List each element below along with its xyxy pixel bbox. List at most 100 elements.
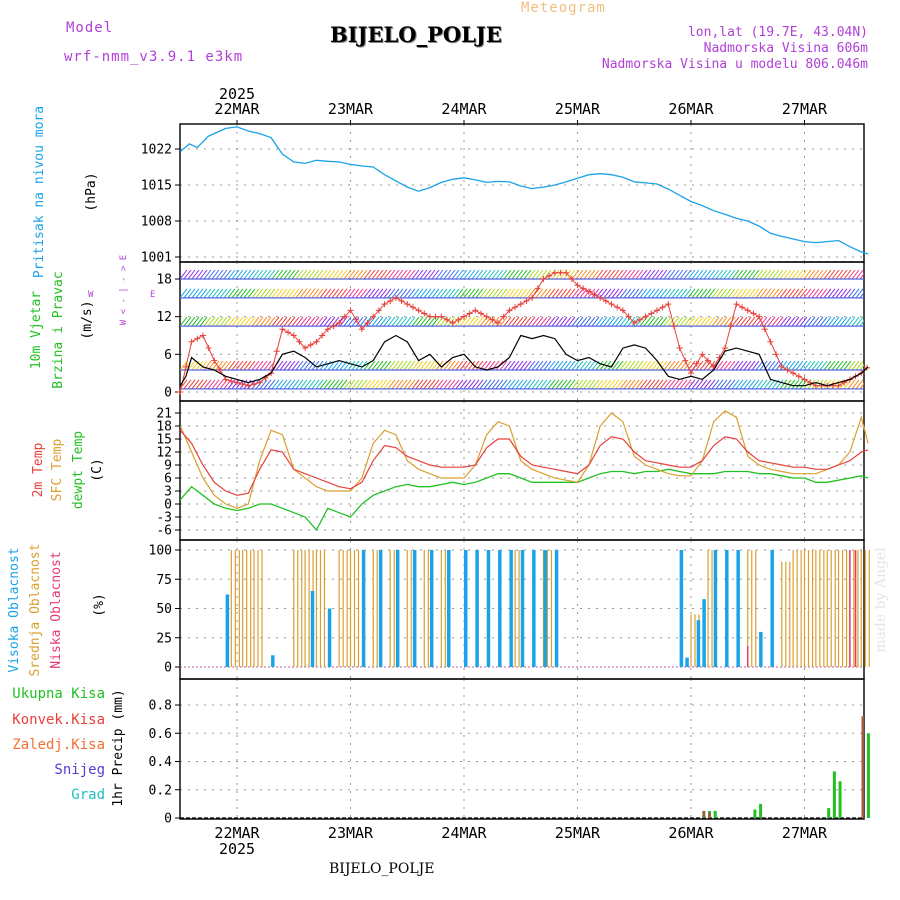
wind-barb [515, 316, 524, 327]
wind-barb [675, 316, 684, 327]
y-tick-label: 1001 [141, 251, 172, 266]
wind-barb [331, 379, 340, 390]
wind-barb [847, 379, 856, 390]
wind-barb [631, 316, 640, 327]
wind-barb [259, 360, 268, 371]
wind-barb [375, 288, 384, 299]
wind-barb [483, 269, 492, 280]
wind-barb [323, 379, 332, 390]
wind-barb [735, 316, 744, 327]
wind-barb [180, 288, 188, 299]
gust-marker [506, 307, 513, 314]
wind-barb [791, 360, 800, 371]
gust-marker [330, 323, 337, 330]
wind-barb [371, 360, 380, 371]
wind-barb [363, 379, 372, 390]
wind-barb [251, 360, 260, 371]
wind-barb [807, 288, 816, 299]
wind-barb [195, 288, 204, 299]
wind-barb [751, 269, 760, 280]
wind-barb [531, 379, 540, 390]
wind-barb [751, 316, 760, 327]
wind-barb [515, 288, 524, 299]
wind-barb [835, 269, 844, 280]
wind-barb [291, 288, 300, 299]
y-tick-label: 0.6 [149, 727, 172, 742]
wind-barb [407, 360, 416, 371]
gust-marker [194, 335, 201, 342]
gust-marker [523, 297, 530, 304]
wind-barb [835, 316, 844, 327]
wind-barb [203, 379, 212, 390]
gust-marker [381, 301, 388, 308]
wind-barb [563, 379, 572, 390]
wind-barb [567, 316, 576, 327]
wind-barb [595, 269, 604, 280]
gust-marker [642, 313, 649, 320]
wind-barb [431, 379, 440, 390]
wind-barb [783, 316, 792, 327]
high-cloud-bar [702, 599, 706, 667]
wind-barb [227, 316, 236, 327]
wind-barb [687, 269, 696, 280]
wind-barb [799, 316, 808, 327]
wind-barb [239, 316, 248, 327]
gust-marker [336, 319, 343, 326]
wind-barb [575, 288, 584, 299]
wind-barb [627, 316, 636, 327]
wind-barb [223, 288, 232, 299]
wind-barb [623, 288, 632, 299]
high-cloud-bar [327, 608, 332, 667]
gust-marker [665, 301, 672, 308]
wind-barb [327, 288, 336, 299]
wind-barb [555, 360, 564, 371]
wind-barb [663, 288, 672, 299]
wind-barb [547, 379, 556, 390]
high-cloud-bar [679, 550, 684, 667]
wind-barb [295, 288, 304, 299]
wind-barb [539, 316, 548, 327]
wind-barb [567, 269, 576, 280]
wind-barb [779, 269, 788, 280]
wind-barb [287, 379, 296, 390]
wind-barb [419, 360, 428, 371]
wind-barb [603, 288, 612, 299]
wind-barb [511, 360, 520, 371]
wind-barb [387, 379, 396, 390]
wind-barb [791, 269, 800, 280]
wind-barb [247, 316, 256, 327]
station-title: BIJELO_POLJE [330, 22, 502, 47]
wind-barb [715, 288, 724, 299]
wind-barb [267, 269, 276, 280]
wind-barb [211, 379, 220, 390]
wind-barb [519, 269, 528, 280]
wind-barb [627, 269, 636, 280]
panel-wind: 0 6 12 18 [156, 261, 865, 402]
gust-marker [398, 297, 405, 304]
wind-barb [823, 316, 832, 327]
gust-marker [347, 307, 354, 314]
wind-barb [447, 316, 456, 327]
wind-barb [523, 316, 532, 327]
wind-barb [475, 288, 484, 299]
wind-barb [247, 360, 256, 371]
wind-barb [359, 269, 368, 280]
wind-barb [427, 316, 436, 327]
wind-barb [651, 288, 660, 299]
wind-barb [327, 379, 336, 390]
wind-barb [575, 316, 584, 327]
wind-barb [215, 269, 224, 280]
wind-barb [475, 379, 484, 390]
wind-barb [279, 269, 288, 280]
gust-marker [285, 329, 292, 336]
wind-barb [739, 316, 748, 327]
wind-barb [507, 379, 516, 390]
gust-marker [461, 313, 467, 320]
gust-marker [591, 291, 598, 298]
wind-barb [483, 288, 492, 299]
wind-barb [383, 360, 392, 371]
wind-barb [411, 316, 420, 327]
gust-marker [426, 313, 433, 320]
gust-marker [443, 316, 450, 323]
wind-barb [419, 316, 428, 327]
